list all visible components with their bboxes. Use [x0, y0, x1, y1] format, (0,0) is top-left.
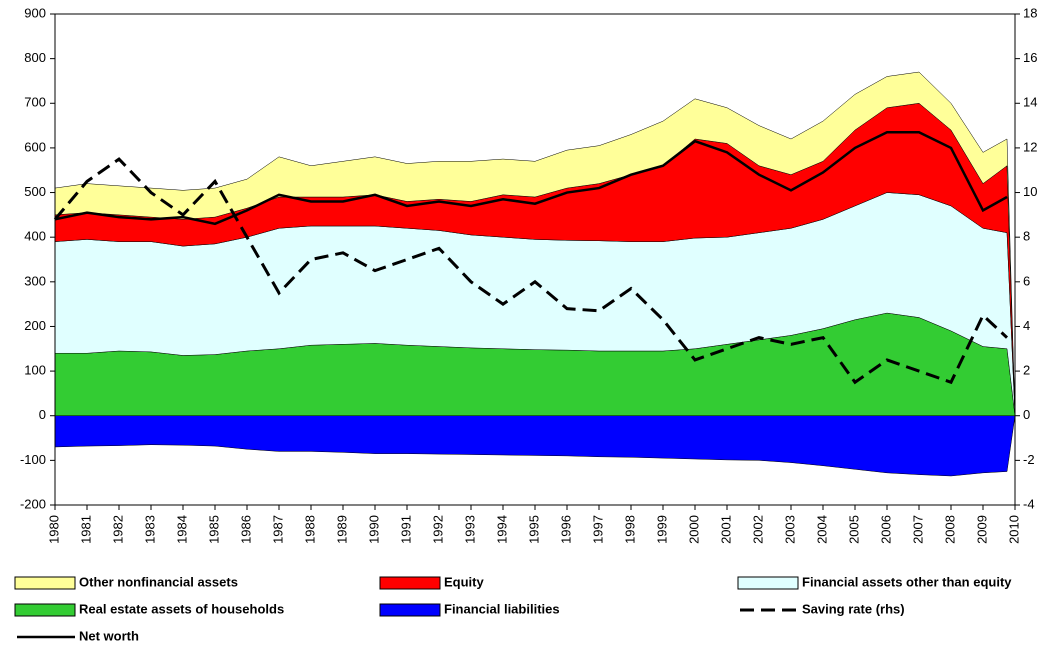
legend-label: Financial assets other than equity	[802, 574, 1012, 589]
x-tick-label: 2000	[686, 515, 701, 544]
y-tick-label: 900	[24, 5, 46, 20]
legend-swatch	[14, 576, 76, 590]
x-tick-label: 1991	[398, 515, 413, 544]
legend-swatch	[14, 603, 76, 617]
x-tick-label: 1987	[270, 515, 285, 544]
x-tick-label: 2001	[718, 515, 733, 544]
x-tick-label: 2006	[878, 515, 893, 544]
y2-tick-label: 4	[1023, 318, 1030, 333]
y2-tick-label: -2	[1023, 452, 1035, 467]
x-tick-label: 2003	[782, 515, 797, 544]
x-tick-label: 1988	[302, 515, 317, 544]
x-tick-label: 1997	[590, 515, 605, 544]
x-tick-label: 1990	[366, 515, 381, 544]
x-tick-label: 2004	[814, 515, 829, 544]
legend-label: Net worth	[79, 628, 139, 643]
x-tick-label: 1982	[110, 515, 125, 544]
x-tick-label: 1994	[494, 515, 509, 544]
x-tick-label: 1999	[654, 515, 669, 544]
y2-tick-label: 16	[1023, 50, 1037, 65]
y-tick-label: 200	[24, 318, 46, 333]
y-tick-label: -100	[20, 452, 46, 467]
y-tick-label: 300	[24, 273, 46, 288]
x-tick-label: 2010	[1006, 515, 1021, 544]
y2-tick-label: 14	[1023, 95, 1037, 110]
y-tick-label: 400	[24, 229, 46, 244]
legend-swatch	[737, 576, 799, 590]
x-tick-label: 1989	[334, 515, 349, 544]
y-tick-label: 100	[24, 363, 46, 378]
y2-tick-label: 18	[1023, 5, 1037, 20]
y-tick-label: 0	[39, 407, 46, 422]
legend-label: Equity	[444, 574, 484, 589]
x-tick-label: 2008	[942, 515, 957, 544]
y-tick-label: 700	[24, 95, 46, 110]
x-tick-label: 1985	[206, 515, 221, 544]
net-worth-line	[54, 131, 1008, 226]
x-tick-label: 2002	[750, 515, 765, 544]
y2-tick-label: 6	[1023, 273, 1030, 288]
area	[54, 71, 1016, 416]
x-tick-label: 2007	[910, 515, 925, 544]
x-tick-label: 1995	[526, 515, 541, 544]
legend-label: Saving rate (rhs)	[802, 601, 905, 616]
x-tick-label: 1983	[142, 515, 157, 544]
legend-swatch	[379, 576, 441, 590]
x-tick-label: 2009	[974, 515, 989, 544]
x-tick-label: 1993	[462, 515, 477, 544]
y2-tick-label: 12	[1023, 139, 1037, 154]
y2-tick-label: 8	[1023, 229, 1030, 244]
y2-tick-label: -4	[1023, 496, 1035, 511]
y-tick-label: 600	[24, 139, 46, 154]
x-tick-label: 2005	[846, 515, 861, 544]
x-tick-label: 1980	[46, 515, 61, 544]
x-tick-label: 1996	[558, 515, 573, 544]
legend-label: Other nonfinancial assets	[79, 574, 238, 589]
x-tick-label: 1986	[238, 515, 253, 544]
y-tick-label: -200	[20, 496, 46, 511]
x-tick-label: 1984	[174, 515, 189, 544]
y2-tick-label: 0	[1023, 407, 1030, 422]
x-tick-label: 1992	[430, 515, 445, 544]
y-tick-label: 800	[24, 50, 46, 65]
legend-swatch	[379, 603, 441, 617]
x-tick-label: 1981	[78, 515, 93, 544]
saving-line	[53, 157, 1009, 385]
y2-tick-label: 10	[1023, 184, 1037, 199]
y-tick-label: 500	[24, 184, 46, 199]
legend-label: Financial liabilities	[444, 601, 560, 616]
y2-tick-label: 2	[1023, 363, 1030, 378]
legend-label: Real estate assets of households	[79, 601, 284, 616]
area	[54, 415, 1016, 477]
x-tick-label: 1998	[622, 515, 637, 544]
